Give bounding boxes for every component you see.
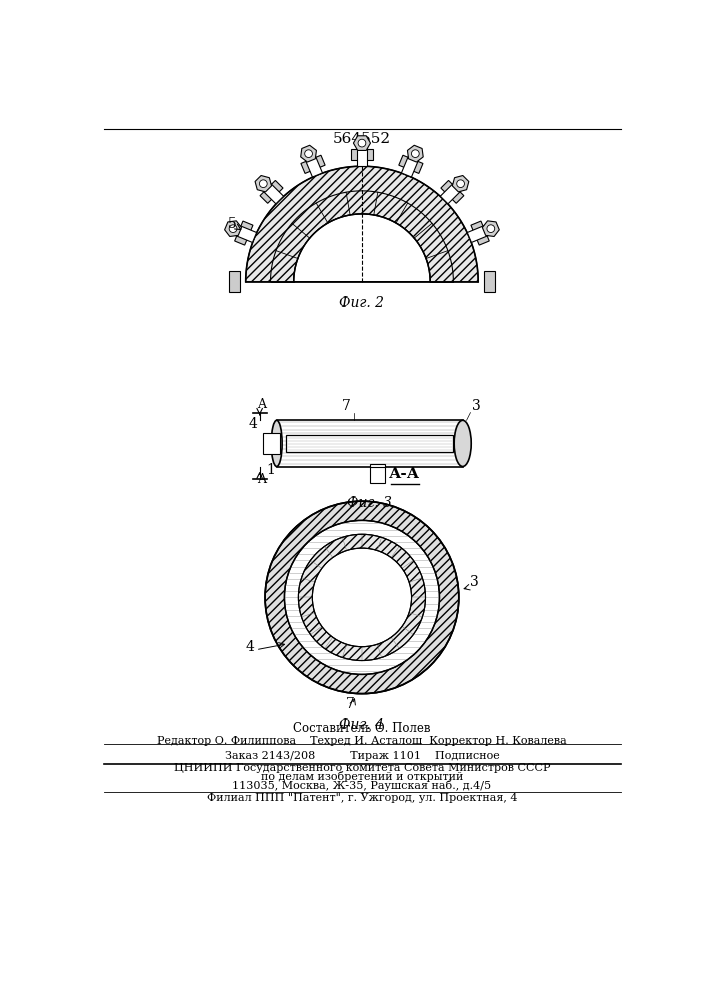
Text: ЦНИИПИ Государственного комитета Совета Министров СССР: ЦНИИПИ Государственного комитета Совета …: [174, 763, 550, 773]
Circle shape: [229, 225, 237, 233]
Polygon shape: [467, 224, 491, 242]
Polygon shape: [452, 176, 469, 192]
Text: 113035, Москва, Ж-35, Раушская наб., д.4/5: 113035, Москва, Ж-35, Раушская наб., д.4…: [233, 780, 491, 791]
Text: по делам изобретений и открытий: по делам изобретений и открытий: [261, 771, 463, 782]
Circle shape: [312, 548, 411, 647]
Polygon shape: [261, 181, 284, 204]
Polygon shape: [255, 176, 271, 192]
Circle shape: [259, 180, 267, 188]
Text: Фиг. 4: Фиг. 4: [339, 718, 385, 732]
Polygon shape: [356, 145, 368, 166]
Polygon shape: [441, 180, 464, 203]
Text: А-А: А-А: [389, 467, 420, 481]
Text: Фиг. 2: Фиг. 2: [339, 296, 385, 310]
Polygon shape: [440, 181, 463, 204]
Bar: [276, 420, 462, 466]
Polygon shape: [260, 180, 283, 203]
Text: Составитель О. Полев: Составитель О. Полев: [293, 722, 431, 735]
Polygon shape: [482, 221, 499, 236]
Bar: [286, 435, 453, 452]
Polygon shape: [225, 221, 242, 236]
Polygon shape: [300, 145, 317, 162]
Circle shape: [265, 501, 459, 694]
Polygon shape: [228, 271, 240, 292]
Bar: [370, 464, 385, 483]
Circle shape: [298, 534, 426, 661]
Circle shape: [411, 150, 419, 158]
Bar: [263, 433, 280, 454]
Text: 4: 4: [245, 640, 254, 654]
Polygon shape: [351, 149, 373, 160]
Polygon shape: [246, 166, 478, 282]
Polygon shape: [233, 224, 257, 242]
Ellipse shape: [454, 420, 472, 466]
Text: 3: 3: [472, 399, 481, 413]
Polygon shape: [399, 155, 423, 173]
Circle shape: [305, 150, 312, 158]
Polygon shape: [304, 153, 322, 177]
Text: Заказ 2143/208          Тираж 1101    Подписное: Заказ 2143/208 Тираж 1101 Подписное: [225, 751, 499, 761]
Polygon shape: [301, 155, 325, 173]
Text: 4: 4: [249, 417, 258, 431]
Text: 5: 5: [228, 217, 236, 231]
Text: 564552: 564552: [333, 132, 391, 146]
Text: Фиг. 3: Фиг. 3: [347, 496, 392, 510]
Circle shape: [457, 180, 464, 188]
Text: A: A: [257, 473, 266, 486]
Text: Редактор О. Филиппова    Техред И. Асталош  Корректор Н. Ковалева: Редактор О. Филиппова Техред И. Асталош …: [157, 736, 567, 746]
Text: A: A: [257, 398, 266, 411]
Text: 7: 7: [346, 697, 355, 711]
Ellipse shape: [271, 420, 282, 466]
Text: 1: 1: [266, 463, 275, 477]
Text: Филиал ППП "Патент", г. Ужгород, ул. Проектная, 4: Филиал ППП "Патент", г. Ужгород, ул. Про…: [206, 793, 518, 803]
Polygon shape: [354, 136, 370, 150]
Polygon shape: [407, 145, 423, 162]
Circle shape: [358, 139, 366, 147]
Polygon shape: [471, 221, 489, 245]
Polygon shape: [293, 214, 430, 282]
Circle shape: [487, 225, 495, 233]
Polygon shape: [484, 271, 495, 292]
Circle shape: [284, 520, 440, 674]
Text: 7: 7: [342, 399, 351, 413]
Text: 3: 3: [470, 575, 479, 589]
Polygon shape: [235, 221, 253, 245]
Polygon shape: [402, 153, 420, 177]
